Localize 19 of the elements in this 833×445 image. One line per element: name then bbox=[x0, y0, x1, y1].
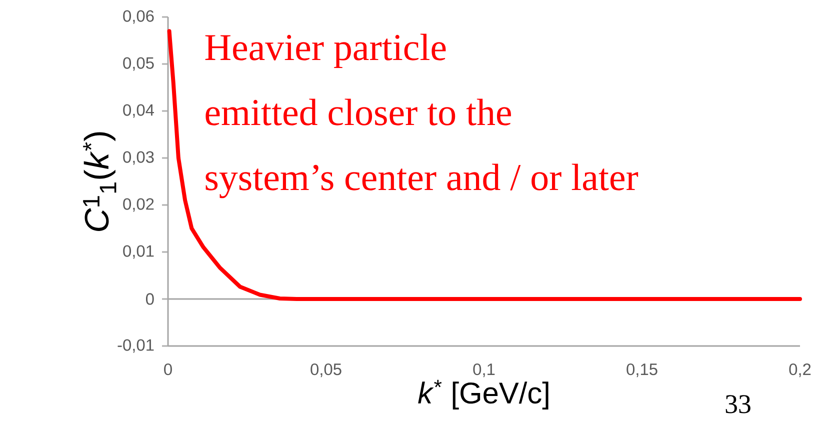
x-tick-label: 0,15 bbox=[626, 364, 658, 378]
y-tick-label: 0 bbox=[146, 293, 154, 305]
y-tick-label: 0,04 bbox=[123, 104, 154, 118]
y-tick-label: 0,05 bbox=[123, 57, 154, 71]
x-tick-label: 0,05 bbox=[310, 364, 342, 378]
annotation: Heavier particle bbox=[205, 34, 446, 68]
y-axis-title: C$^{1}$$_{1}$(k$^{*}$) bbox=[83, 132, 116, 231]
text: 33 bbox=[726, 395, 750, 414]
annotation: emitted closer to the bbox=[206, 98, 511, 126]
x-tick-label: 0,2 bbox=[789, 364, 811, 378]
x-tick-label: 0,1 bbox=[473, 364, 495, 378]
x-axis-title: k$^{*}$ [GeV/c] bbox=[418, 380, 548, 410]
y-tick-label: 0,02 bbox=[123, 198, 154, 212]
x-tick-label: 0 bbox=[164, 364, 172, 376]
y-tick-label: -0,01 bbox=[118, 339, 154, 353]
y-tick-label: 0,06 bbox=[123, 10, 154, 24]
annotation: system’s center and / or later bbox=[206, 164, 638, 198]
y-tick-label: 0,03 bbox=[123, 151, 154, 165]
y-tick-label: 0,01 bbox=[123, 245, 154, 259]
